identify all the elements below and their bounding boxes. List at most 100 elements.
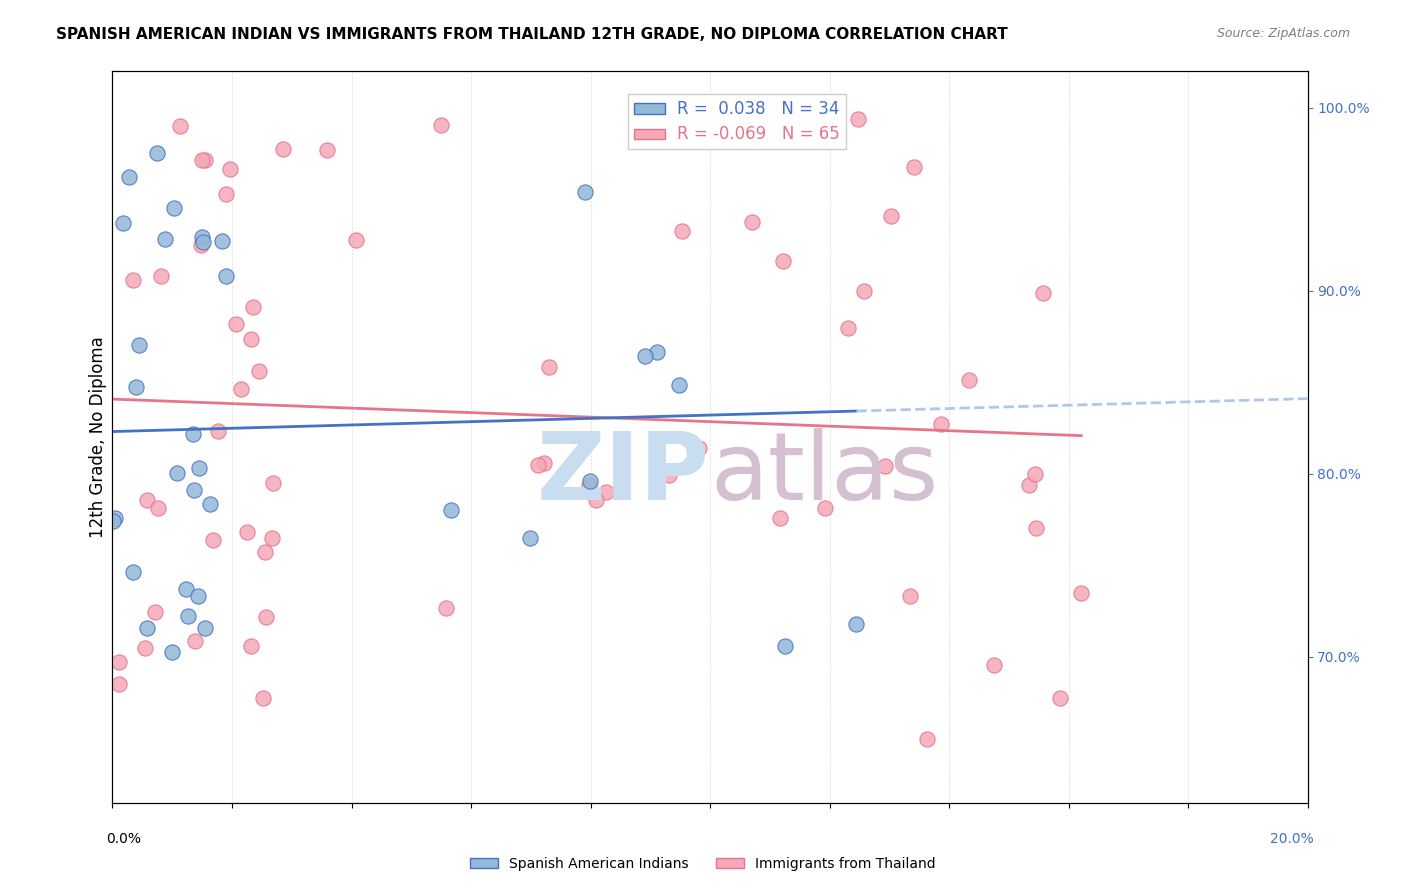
- Point: [112, 216, 135, 230]
- Point: [316, 143, 339, 157]
- Text: SPANISH AMERICAN INDIAN VS IMMIGRANTS FROM THAILAND 12TH GRADE, NO DIPLOMA CORRE: SPANISH AMERICAN INDIAN VS IMMIGRANTS FR…: [56, 27, 1008, 42]
- Point: [101, 514, 124, 528]
- Point: [145, 605, 167, 619]
- Point: [240, 332, 263, 346]
- Point: [634, 350, 657, 364]
- Point: [118, 169, 141, 184]
- Point: [231, 382, 253, 396]
- Y-axis label: 12th Grade, No Diploma: 12th Grade, No Diploma: [89, 336, 107, 538]
- Point: [1025, 520, 1047, 534]
- Text: atlas: atlas: [710, 427, 938, 520]
- Point: [262, 475, 284, 490]
- Point: [242, 300, 264, 314]
- Point: [122, 273, 145, 287]
- Point: [125, 380, 148, 394]
- Point: [194, 621, 217, 635]
- Point: [537, 360, 560, 375]
- Point: [219, 162, 242, 177]
- Point: [915, 732, 938, 747]
- Point: [578, 478, 600, 492]
- Text: Source: ZipAtlas.com: Source: ZipAtlas.com: [1216, 27, 1350, 40]
- Point: [214, 186, 236, 201]
- Point: [741, 215, 763, 229]
- Point: [769, 511, 792, 525]
- Point: [136, 621, 159, 635]
- Point: [187, 461, 209, 475]
- Point: [252, 690, 274, 705]
- Point: [160, 645, 183, 659]
- Point: [852, 284, 875, 298]
- Point: [846, 112, 869, 127]
- Point: [146, 146, 169, 161]
- Point: [434, 601, 457, 615]
- Point: [202, 533, 225, 548]
- Point: [873, 458, 896, 473]
- Point: [1049, 690, 1071, 705]
- Point: [187, 589, 209, 603]
- Point: [254, 609, 277, 624]
- Point: [658, 468, 681, 483]
- Point: [271, 142, 294, 156]
- Legend: Spanish American Indians, Immigrants from Thailand: Spanish American Indians, Immigrants fro…: [464, 851, 942, 876]
- Point: [574, 185, 596, 199]
- Point: [533, 456, 555, 470]
- Point: [929, 417, 952, 431]
- Point: [108, 655, 131, 669]
- Point: [146, 501, 169, 516]
- Point: [1018, 478, 1040, 492]
- Point: [166, 466, 188, 480]
- Point: [190, 153, 212, 168]
- Point: [430, 118, 453, 132]
- Point: [983, 657, 1005, 672]
- Point: [837, 321, 859, 335]
- Point: [163, 201, 186, 215]
- Point: [181, 427, 204, 442]
- Text: ZIP: ZIP: [537, 427, 710, 520]
- Point: [128, 338, 150, 352]
- Point: [191, 229, 214, 244]
- Point: [136, 492, 159, 507]
- Point: [134, 641, 156, 656]
- Point: [169, 119, 191, 133]
- Point: [519, 531, 541, 545]
- Point: [1024, 467, 1046, 481]
- Point: [184, 634, 207, 648]
- Point: [193, 235, 215, 249]
- Point: [440, 503, 463, 517]
- Point: [174, 582, 197, 596]
- Point: [150, 269, 173, 284]
- Point: [645, 345, 668, 359]
- Legend: R =  0.038   N = 34, R = -0.069   N = 65: R = 0.038 N = 34, R = -0.069 N = 65: [628, 94, 846, 150]
- Point: [108, 677, 131, 691]
- Point: [527, 458, 550, 472]
- Point: [344, 233, 367, 247]
- Point: [1070, 585, 1092, 599]
- Point: [207, 424, 229, 438]
- Point: [183, 483, 205, 497]
- Point: [215, 268, 238, 283]
- Point: [772, 254, 794, 268]
- Point: [775, 640, 797, 654]
- Point: [585, 493, 607, 508]
- Point: [579, 474, 602, 488]
- Text: 0.0%: 0.0%: [107, 832, 142, 846]
- Point: [198, 496, 221, 510]
- Point: [236, 525, 259, 540]
- Point: [253, 545, 276, 559]
- Point: [262, 531, 284, 545]
- Point: [668, 378, 690, 392]
- Point: [177, 609, 200, 624]
- Point: [903, 160, 925, 174]
- Point: [957, 373, 980, 387]
- Point: [104, 511, 127, 525]
- Point: [190, 238, 212, 252]
- Text: 20.0%: 20.0%: [1270, 832, 1313, 846]
- Point: [1032, 285, 1054, 300]
- Point: [688, 441, 710, 455]
- Point: [845, 616, 868, 631]
- Point: [880, 209, 903, 223]
- Point: [814, 500, 837, 515]
- Point: [247, 364, 270, 378]
- Point: [671, 224, 693, 238]
- Point: [211, 234, 233, 248]
